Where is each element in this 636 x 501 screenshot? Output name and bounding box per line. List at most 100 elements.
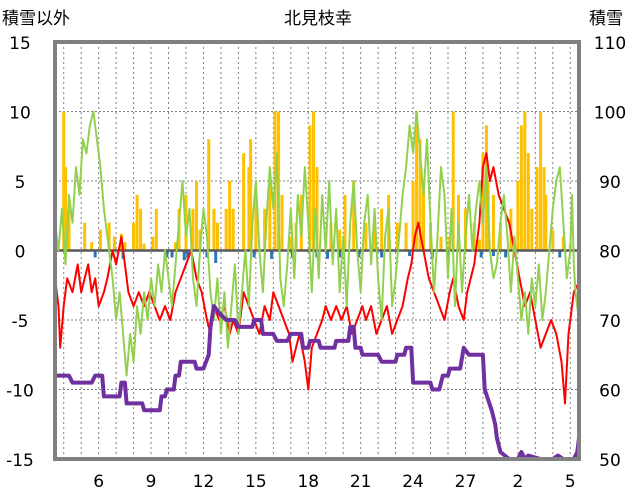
series-purple-line [53, 304, 581, 461]
bar-orange [139, 208, 143, 251]
left-tick-label: -5 [12, 312, 29, 332]
bar-blue [479, 250, 483, 258]
bar-orange [191, 208, 195, 251]
bar-orange [249, 139, 253, 251]
bar-orange [523, 111, 527, 251]
series-red-line [54, 152, 580, 405]
left-tick-label: 0 [15, 243, 26, 263]
chart-title: 北見枝幸 [284, 9, 352, 29]
left-axis-label: 積雪以外 [2, 9, 70, 29]
bar-orange [415, 111, 419, 251]
series-green-line [54, 110, 580, 377]
bar-orange [498, 222, 502, 251]
bar-orange [519, 125, 523, 251]
bar-orange [338, 229, 342, 251]
x-tick-label: 6 [93, 472, 104, 492]
bar-orange [212, 208, 216, 251]
x-tick-label: 5 [565, 472, 576, 492]
x-tick-label: 24 [402, 472, 424, 492]
x-tick-label: 21 [350, 472, 372, 492]
bar-blue [338, 250, 342, 258]
right-tick-label: 80 [599, 243, 621, 263]
bar-orange [380, 208, 384, 251]
bar-orange [231, 208, 235, 251]
bar-blue [270, 250, 274, 259]
bar-orange [135, 194, 139, 251]
bar-blue [504, 250, 508, 258]
right-axis-label: 積雪 [589, 9, 623, 29]
bar-orange [247, 167, 251, 251]
bar-blue [325, 250, 329, 259]
bar-orange [544, 194, 548, 251]
bar-blue [446, 250, 450, 258]
bar-orange [263, 208, 267, 251]
bar-orange [526, 153, 530, 251]
bar-orange [63, 167, 67, 251]
bar-orange [207, 139, 211, 251]
x-tick-label: 15 [245, 472, 267, 492]
left-tick-label: -10 [6, 382, 34, 402]
bar-orange [530, 208, 534, 251]
bar-orange [315, 167, 319, 251]
bar-orange [242, 153, 246, 251]
bar-orange [481, 153, 485, 251]
bar-orange [254, 194, 258, 251]
bar-orange [373, 222, 377, 251]
bar-orange [404, 222, 408, 251]
bar-orange [352, 181, 356, 251]
x-tick-label: 2 [512, 472, 523, 492]
x-tick-label: 9 [146, 472, 157, 492]
bar-orange [308, 125, 312, 251]
bar-orange [83, 222, 87, 251]
bar-blue [186, 250, 190, 258]
bar-orange [62, 111, 66, 251]
right-tick-label: 60 [599, 382, 621, 402]
right-tick-label: 90 [599, 173, 621, 193]
bar-blue [165, 250, 169, 258]
bar-blue [357, 250, 361, 258]
bar-orange [174, 242, 178, 251]
left-tick-label: 15 [9, 34, 31, 54]
bar-orange [411, 181, 415, 251]
bar-orange [395, 222, 399, 251]
left-tick-label: 5 [15, 173, 26, 193]
bar-orange [90, 242, 94, 251]
bar-orange [312, 111, 316, 251]
left-tick-label: 10 [9, 104, 31, 124]
bar-orange [215, 222, 219, 251]
bar-blue [214, 250, 218, 264]
bar-orange [224, 208, 228, 251]
bar-orange [539, 111, 543, 251]
bar-orange [280, 194, 284, 251]
bar-orange [142, 243, 146, 251]
bar-blue [380, 250, 384, 258]
x-tick-label: 27 [455, 472, 477, 492]
bar-blue [408, 250, 412, 257]
bar-blue [93, 250, 97, 258]
bar-orange [67, 208, 71, 251]
left-tick-label: -15 [6, 451, 34, 471]
bar-orange [289, 236, 293, 251]
bar-orange [422, 181, 426, 251]
bar-orange [364, 222, 368, 251]
bar-blue [170, 250, 174, 258]
bar-orange [132, 222, 136, 251]
bar-orange [491, 194, 495, 251]
right-tick-label: 50 [599, 451, 621, 471]
bar-orange [228, 181, 232, 251]
bar-blue [252, 250, 256, 258]
bar-orange [439, 236, 443, 251]
bar-orange [451, 111, 455, 251]
bar-orange [194, 181, 198, 251]
bar-orange [107, 222, 111, 251]
plot-frame [53, 40, 581, 461]
bar-orange [551, 229, 555, 251]
bar-orange [343, 194, 347, 251]
bar-orange [112, 236, 116, 251]
bar-orange [151, 236, 155, 251]
bar-orange [123, 242, 127, 251]
bar-blue [558, 250, 562, 258]
bar-orange [561, 236, 565, 251]
bar-orange [98, 229, 102, 251]
